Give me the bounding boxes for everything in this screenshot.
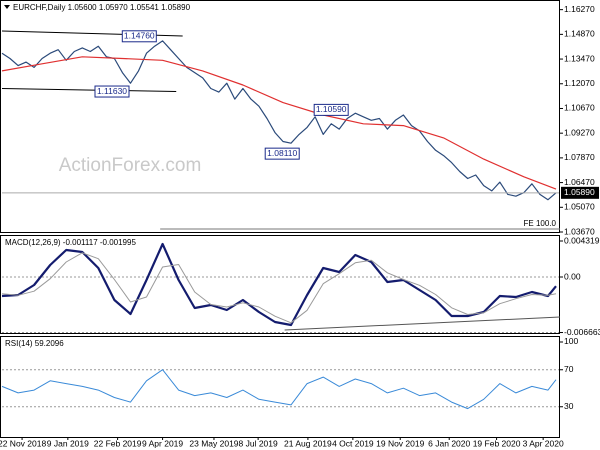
x-tick-label: 22 Nov 2018 — [0, 438, 46, 448]
x-tick-label: 8 Jul 2019 — [239, 438, 278, 448]
series-line — [1, 242, 557, 327]
menu-icon — [4, 5, 10, 9]
trendline — [1, 88, 177, 93]
y-tick-label: 1.10670 — [564, 103, 595, 113]
y-tick-label: 30 — [564, 401, 574, 411]
y-tick-label: 1.09270 — [564, 127, 595, 137]
y-tick-label: 1.13470 — [564, 53, 595, 63]
annotation-box — [121, 30, 157, 43]
annotation-label: 1.10590 — [316, 104, 347, 114]
main-frame — [0, 0, 560, 233]
annotation-box — [264, 147, 300, 160]
panel-title: MACD(12,26,9) -0.001117 -0.001995 — [5, 238, 136, 247]
series-line — [1, 56, 557, 190]
series-line — [1, 40, 557, 201]
series-line — [1, 252, 557, 324]
x-tick-label: 19 Feb 2020 — [473, 438, 521, 448]
y-tick-label: 0.00 — [564, 271, 581, 281]
y-tick-label: 1.16270 — [564, 4, 595, 14]
y-tick-label: 1.07870 — [564, 152, 595, 162]
y-tick-label: 70 — [564, 364, 574, 374]
x-tick-label: 9 Apr 2019 — [142, 438, 183, 448]
x-tick-label: 9 Jan 2019 — [47, 438, 89, 448]
y-tick-label: 1.06470 — [564, 177, 595, 187]
y-tick-label: -0.006663 — [564, 327, 600, 337]
trendline — [284, 316, 561, 331]
x-tick-label: 6 Jan 2020 — [428, 438, 470, 448]
y-tick-label: 1.14870 — [564, 29, 595, 39]
annotation-box — [313, 103, 349, 116]
y-tick-label: 100 — [564, 336, 578, 346]
y-tick-label: 0.004319 — [564, 235, 600, 245]
watermark: ActionForex.com — [59, 155, 202, 176]
last-price-box — [561, 186, 599, 199]
y-tick-label: 1.03670 — [564, 226, 595, 236]
annotation-label: 1.08110 — [267, 148, 297, 158]
annotation-label: 1.14760 — [124, 31, 155, 41]
x-tick-label: 21 Aug 2019 — [284, 438, 332, 448]
x-tick-label: 4 Oct 2019 — [332, 438, 374, 448]
fe-label: FE 100.0 — [524, 219, 557, 228]
panel-title: EURCHF,Daily 1.05600 1.05970 1.05541 1.0… — [13, 3, 191, 12]
x-tick-label: 19 Nov 2019 — [376, 438, 424, 448]
x-tick-label: 22 Feb 2019 — [94, 438, 142, 448]
last-price-label: 1.05890 — [564, 187, 595, 197]
annotation-box — [94, 85, 130, 98]
macd-frame — [0, 235, 560, 334]
series-line — [1, 369, 557, 410]
annotation-label: 1.11630 — [97, 86, 127, 96]
rsi-frame — [0, 336, 560, 438]
panel-title: RSI(14) 59.2096 — [5, 339, 64, 348]
y-tick-label: 1.05070 — [564, 202, 595, 212]
x-tick-label: 23 May 2019 — [189, 438, 238, 448]
x-tick-label: 3 Apr 2020 — [523, 438, 564, 448]
y-tick-label: 1.12070 — [564, 78, 595, 88]
